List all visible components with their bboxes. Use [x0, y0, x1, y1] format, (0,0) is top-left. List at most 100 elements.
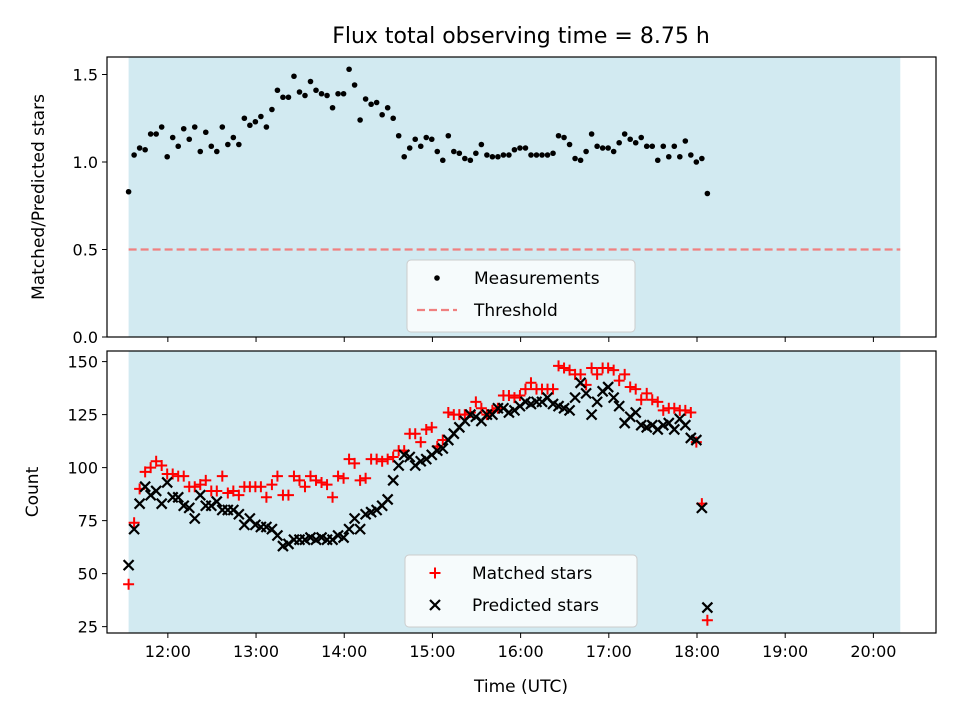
matched-star-point [299, 481, 311, 493]
measurement-point [186, 136, 193, 143]
measurement-point [506, 152, 512, 158]
matched-star-point [558, 362, 570, 374]
measurement-point [632, 139, 639, 146]
top-y-tick-label: 0.5 [73, 241, 98, 260]
top-legend-box [406, 259, 636, 333]
matched-star-point [150, 455, 162, 467]
matched-star-point [415, 436, 427, 448]
bottom-x-tick-label: 13:00 [233, 642, 279, 661]
predicted-star-point [613, 400, 625, 412]
measurement-point [417, 143, 424, 150]
matched-star-point [470, 396, 482, 408]
matched-star-point [685, 406, 697, 418]
matched-star-point [519, 383, 531, 395]
matched-star-point [316, 476, 328, 488]
measurement-point [588, 131, 595, 137]
measurement-point [566, 141, 573, 148]
measurement-point [236, 141, 242, 148]
measurement-point [241, 115, 248, 122]
measurement-point [258, 113, 264, 120]
matched-star-point [442, 406, 454, 418]
predicted-star-point [602, 381, 614, 393]
bottom-y-tick-label: 50 [78, 565, 98, 584]
measurement-point [390, 115, 396, 122]
predicted-star-point [690, 434, 703, 446]
measurement-point [340, 90, 347, 97]
measurement-point [660, 143, 667, 150]
bottom-y-tick-label: 150 [67, 353, 98, 372]
measurement-point [153, 131, 159, 137]
bottom-x-tick-label: 17:00 [586, 642, 632, 661]
matched-star-point [194, 479, 206, 491]
matched-star-point [602, 362, 614, 374]
measurement-point [412, 136, 419, 143]
bottom-y-tick-label: 25 [78, 618, 98, 637]
measurement-point [175, 143, 182, 150]
bottom-legend: Matched stars Predicted stars [404, 554, 638, 628]
measurement-point [362, 96, 369, 102]
legend-label: Matched stars [472, 564, 592, 584]
bottom-axes-frame [106, 350, 937, 634]
measurement-point [373, 99, 380, 106]
matched-star-point [376, 455, 388, 467]
legend-label: Threshold [473, 301, 558, 321]
measurement-point [125, 188, 132, 195]
measurement-point [677, 153, 683, 160]
matched-star-point [437, 434, 449, 446]
matched-star-point [156, 459, 168, 471]
measurement-point [142, 146, 148, 153]
measurement-point [489, 153, 496, 160]
bottom-x-tick-label: 16:00 [498, 642, 544, 661]
top-y-tick-label: 1.5 [73, 66, 98, 85]
matched-star-point [123, 578, 135, 590]
predicted-star-point [591, 396, 603, 408]
predicted-star-point [188, 512, 201, 525]
bottom-x-tick-label: 15:00 [409, 642, 455, 661]
measurement-point [274, 87, 281, 94]
measurement-point [169, 134, 176, 141]
measurement-point [368, 101, 374, 108]
matched-star-point [255, 481, 267, 493]
measurement-point [451, 148, 457, 155]
legend-measurements-marker [434, 275, 440, 281]
measurement-point [296, 89, 303, 95]
matched-star-point [646, 394, 658, 406]
predicted-star-point [381, 493, 394, 506]
top-y-tick-label: 1.0 [73, 153, 98, 172]
measurement-point [704, 190, 711, 197]
matched-star-point [167, 468, 179, 480]
predicted-star-point [139, 480, 151, 493]
measurement-point [665, 153, 672, 160]
matched-star-point [338, 472, 350, 484]
matched-star-point [619, 368, 631, 380]
predicted-star-point [172, 491, 184, 504]
measurement-point [136, 145, 143, 151]
measurement-point [599, 145, 606, 151]
predicted-star-point [607, 391, 620, 404]
measurement-point [544, 152, 551, 158]
measurement-point [533, 152, 540, 158]
measurement-point [495, 153, 501, 160]
measurement-point [324, 92, 330, 99]
measurement-point [500, 152, 507, 158]
measurement-point [252, 118, 259, 125]
measurement-point [395, 132, 402, 139]
matched-star-point [613, 375, 625, 387]
measurement-point [693, 159, 700, 165]
measurement-point [583, 148, 589, 155]
bottom-x-tick-label: 19:00 [762, 642, 808, 661]
bottom-chart-x-axis-label: Time (UTC) [473, 677, 568, 697]
matched-star-point [139, 466, 151, 478]
measurement-point [158, 124, 165, 130]
predicted-star-point [128, 523, 140, 535]
measurement-point [329, 104, 336, 111]
measurement-point [164, 153, 170, 160]
matched-star-point [288, 470, 300, 482]
bottom-legend-box [404, 554, 638, 628]
matched-star-point [382, 453, 394, 465]
matched-star-point [409, 428, 421, 440]
measurement-point [539, 152, 545, 158]
matched-star-point [564, 364, 576, 376]
measurement-point [561, 134, 567, 141]
measurement-point [671, 143, 678, 150]
